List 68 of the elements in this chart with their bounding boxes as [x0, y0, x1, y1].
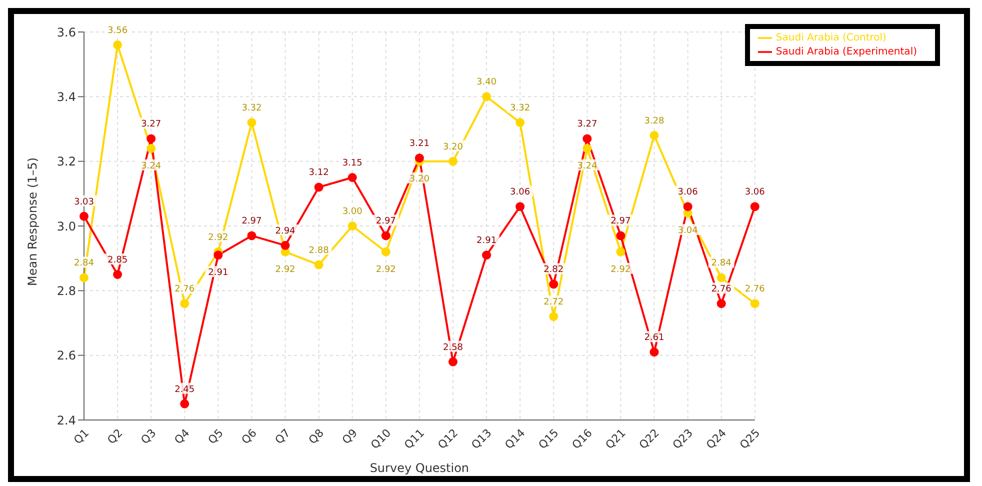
data-label: 3.56 [108, 26, 128, 36]
data-label: 3.04 [678, 226, 698, 236]
data-label: 3.15 [342, 158, 362, 168]
x-tick-label: Q5 [206, 426, 226, 447]
y-axis-title: Mean Response (1–5) [25, 157, 40, 286]
data-label: 2.85 [108, 256, 128, 266]
data-label: 2.76 [711, 284, 732, 295]
x-tick-label: Q2 [104, 426, 126, 447]
x-tick-label: Q21 [603, 426, 628, 452]
data-label: 2.92 [208, 232, 228, 243]
legend-label: Saudi Arabia (Experimental) [776, 46, 917, 58]
x-tick-label: Q3 [138, 426, 159, 447]
y-tick-label: 3.0 [56, 219, 76, 234]
data-label: 3.03 [74, 197, 94, 208]
data-label: 2.84 [74, 258, 94, 269]
data-label: 3.28 [644, 116, 665, 126]
y-tick-label: 2.4 [56, 413, 76, 428]
data-label: 3.21 [409, 139, 430, 150]
data-label: 2.84 [711, 258, 732, 269]
x-tick-label: Q11 [402, 426, 428, 452]
data-label: 2.88 [308, 246, 330, 256]
data-label: 2.61 [644, 333, 664, 344]
data-label: 3.06 [510, 188, 530, 198]
data-label: 3.40 [476, 78, 497, 88]
data-label: 3.24 [141, 161, 162, 172]
data-label: 3.20 [409, 174, 430, 184]
x-tick-label: Q6 [239, 426, 260, 447]
data-label: 2.92 [275, 264, 296, 275]
data-label: 2.45 [174, 384, 195, 395]
x-tick-label: Q4 [172, 426, 192, 447]
x-tick-label: Q12 [435, 426, 461, 452]
data-label: 2.97 [610, 216, 631, 227]
data-label: 2.91 [208, 268, 228, 278]
data-label: 3.00 [342, 207, 363, 217]
y-tick-label: 3.2 [56, 154, 76, 169]
data-label: 2.76 [174, 284, 195, 295]
y-tick-label: 3.4 [56, 90, 76, 104]
data-label: 3.06 [744, 188, 766, 198]
data-label: 2.91 [476, 236, 497, 246]
x-tick-label: Q10 [368, 426, 394, 452]
data-label: 3.24 [577, 161, 598, 172]
data-label: 3.27 [141, 120, 162, 130]
x-tick-label: Q22 [636, 426, 662, 452]
data-label: 3.06 [678, 188, 698, 198]
data-label: 2.76 [744, 284, 766, 295]
data-label: 3.32 [242, 104, 262, 114]
y-tick-label: 2.8 [56, 284, 76, 298]
y-tick-label: 2.6 [56, 348, 76, 363]
x-tick-label: Q9 [340, 426, 360, 447]
data-label: 2.58 [442, 342, 464, 353]
x-tick-label: Q23 [670, 426, 696, 452]
data-label: 3.32 [510, 104, 530, 114]
data-label: 3.20 [442, 142, 464, 152]
data-label: 3.27 [577, 120, 598, 130]
y-tick-label: 3.6 [56, 25, 76, 40]
data-label: 2.82 [544, 265, 564, 276]
x-tick-label: Q1 [71, 426, 92, 447]
data-label: 2.94 [275, 226, 296, 236]
data-label: 2.97 [242, 216, 262, 227]
data-label: 3.12 [308, 168, 329, 178]
data-label: 2.92 [376, 264, 396, 275]
x-tick-label: Q8 [306, 426, 326, 447]
data-label: 2.97 [376, 216, 396, 227]
x-tick-label: Q7 [272, 426, 293, 447]
data-label: 2.72 [544, 298, 564, 308]
x-axis-title: Survey Question [370, 461, 470, 475]
legend-label: Saudi Arabia (Control) [776, 32, 886, 44]
data-label: 2.92 [610, 264, 631, 275]
